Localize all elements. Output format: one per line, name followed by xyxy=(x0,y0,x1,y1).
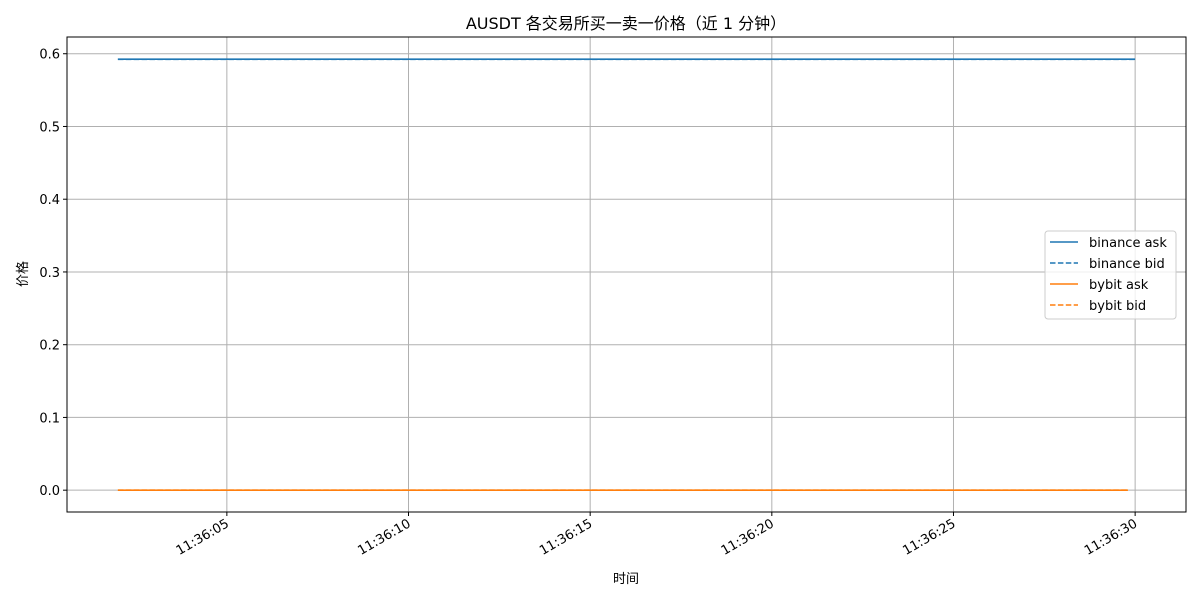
legend-label: bybit ask xyxy=(1089,278,1149,293)
y-tick-label: 0.0 xyxy=(39,484,60,499)
legend-box xyxy=(1044,230,1177,320)
chart-title: AUSDT 各交易所买一卖一价格（近 1 分钟） xyxy=(466,14,786,33)
legend-label: bybit bid xyxy=(1089,299,1146,314)
x-axis-label: 时间 xyxy=(613,572,639,587)
legend: binance ask binance bid bybit ask bybit bid xyxy=(1044,230,1177,320)
series-lines xyxy=(117,58,1136,492)
y-tick-label: 0.6 xyxy=(39,48,60,63)
y-tick-label: 0.5 xyxy=(39,120,60,135)
y-tick-label: 0.2 xyxy=(39,339,60,354)
legend-items: binance ask binance bid bybit ask bybit bid xyxy=(1050,236,1167,314)
axes-frame xyxy=(66,36,1187,513)
y-axis-ticks: 0.0 0.1 0.2 0.3 0.4 0.5 0.6 xyxy=(39,48,67,499)
y-tick-label: 0.1 xyxy=(39,411,60,426)
plot-area xyxy=(117,58,1136,492)
y-tick-label: 0.4 xyxy=(39,193,60,208)
y-axis-label: 价格 xyxy=(15,261,31,287)
legend-label: binance ask xyxy=(1089,236,1167,251)
legend-label: binance bid xyxy=(1089,257,1165,272)
y-tick-label: 0.3 xyxy=(39,266,60,281)
